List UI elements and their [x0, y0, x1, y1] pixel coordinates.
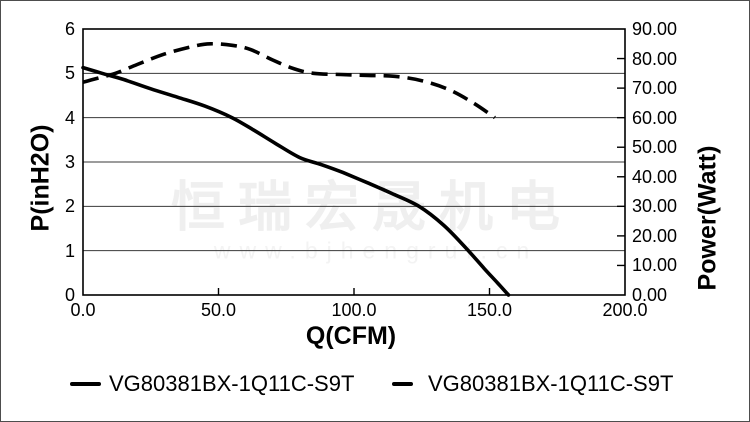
y-left-tick-label: 1	[64, 240, 75, 261]
y-right-tick-label: 90.00	[632, 19, 678, 39]
y-left-tick-label: 5	[64, 63, 75, 84]
y-left-tick-label: 3	[64, 152, 75, 172]
legend-label-power: VG80381BX-1Q11C-S9T	[428, 371, 674, 396]
y-axis-right-title: Power(Watt)	[693, 145, 722, 291]
y-left-tick-label: 2	[64, 196, 75, 217]
y-right-tick-label: 40.00	[632, 166, 678, 187]
y-right-tick-label: 80.00	[632, 48, 678, 69]
y-axis-left-title: P(inH2O)	[26, 124, 55, 232]
legend-dashed-line-sample	[392, 382, 413, 386]
axis-ticks	[217, 57, 625, 295]
y-right-tick-label: 70.00	[632, 78, 678, 99]
watermark-text: 恒瑞宏晟机电	[171, 177, 573, 238]
legend-solid-line-sample	[70, 382, 101, 386]
x-tick-label: 200.0	[602, 300, 648, 320]
y-left-tick-label: 6	[64, 19, 75, 39]
y-right-tick-label: 50.00	[632, 137, 678, 158]
x-tick-label: 150.0	[466, 300, 513, 320]
y-right-tick-label: 60.00	[632, 107, 678, 128]
y-right-tick-label: 20.00	[632, 225, 678, 246]
power-curve	[82, 41, 496, 120]
y-left-tick-label: 0	[64, 285, 75, 305]
gridlines	[83, 72, 625, 252]
x-tick-label: 50.0	[200, 300, 237, 320]
pressure-curve	[81, 65, 511, 297]
legend-label-pressure: VG80381BX-1Q11C-S9T	[109, 371, 355, 396]
x-axis-title: Q(CFM)	[305, 322, 397, 350]
y-right-tick-label: 10.00	[632, 255, 678, 276]
y-right-tick-label: 30.00	[632, 196, 678, 217]
y-right-tick-label: 0.00	[632, 285, 668, 305]
x-tick-label: 0.0	[70, 300, 96, 320]
plot-frame	[82, 28, 626, 296]
y-left-tick-label: 4	[64, 107, 75, 128]
x-tick-label: 100.0	[331, 300, 377, 320]
